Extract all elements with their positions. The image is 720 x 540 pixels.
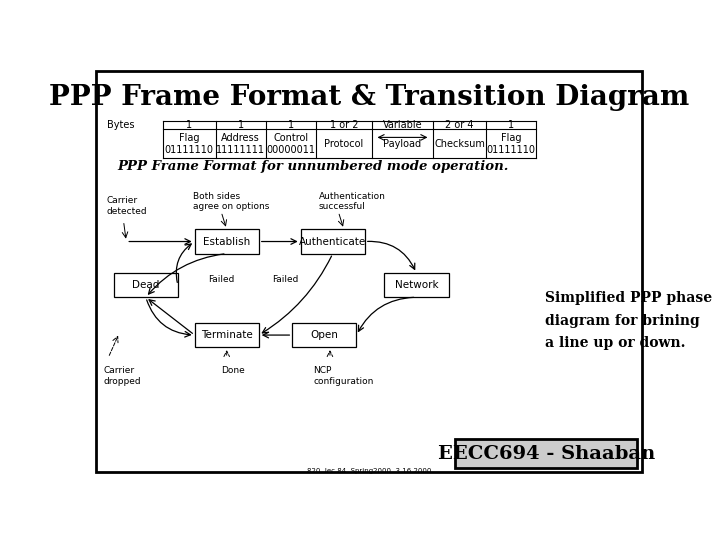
- Text: Flag
01111110: Flag 01111110: [487, 133, 536, 154]
- Text: Terminate: Terminate: [201, 330, 253, 340]
- Text: Done: Done: [221, 366, 245, 375]
- Text: Checksum: Checksum: [434, 139, 485, 149]
- Text: Payload: Payload: [384, 139, 421, 149]
- Text: 1: 1: [508, 120, 514, 130]
- Text: Establish: Establish: [203, 237, 251, 247]
- Text: Carrier
dropped: Carrier dropped: [104, 366, 142, 386]
- Text: Failed: Failed: [208, 275, 234, 285]
- Text: Control
00000011: Control 00000011: [266, 133, 315, 154]
- Text: Authentication
successful: Authentication successful: [319, 192, 386, 211]
- Text: 1: 1: [238, 120, 244, 130]
- Text: Both sides
agree on options: Both sides agree on options: [193, 192, 269, 211]
- Text: 1 or 2: 1 or 2: [330, 120, 358, 130]
- Text: 1: 1: [288, 120, 294, 130]
- Text: a line up or down.: a line up or down.: [545, 336, 685, 350]
- FancyBboxPatch shape: [194, 323, 258, 347]
- Text: Address
11111111: Address 11111111: [216, 133, 265, 154]
- Text: Dead: Dead: [132, 280, 160, 290]
- Text: Bytes: Bytes: [107, 120, 134, 130]
- Text: EECC694 - Shaaban: EECC694 - Shaaban: [438, 444, 655, 463]
- FancyBboxPatch shape: [96, 71, 642, 472]
- Text: Simplified PPP phase: Simplified PPP phase: [545, 291, 712, 305]
- Text: Carrier
detected: Carrier detected: [107, 197, 148, 216]
- Text: Protocol: Protocol: [324, 139, 364, 149]
- Text: Variable: Variable: [382, 120, 423, 130]
- FancyBboxPatch shape: [194, 230, 258, 254]
- Text: 2 or 4: 2 or 4: [446, 120, 474, 130]
- FancyBboxPatch shape: [384, 273, 449, 297]
- Text: Flag
01111110: Flag 01111110: [165, 133, 214, 154]
- Text: Open: Open: [310, 330, 338, 340]
- Text: diagram for brining: diagram for brining: [545, 314, 700, 328]
- Text: PPP Frame Format for unnumbered mode operation.: PPP Frame Format for unnumbered mode ope…: [117, 160, 509, 173]
- FancyBboxPatch shape: [114, 273, 178, 297]
- Text: Failed: Failed: [272, 275, 299, 285]
- FancyBboxPatch shape: [456, 439, 637, 468]
- Text: 1: 1: [186, 120, 192, 130]
- Text: Authenticate: Authenticate: [299, 237, 366, 247]
- Text: NCP
configuration: NCP configuration: [313, 366, 374, 386]
- Text: PPP Frame Format & Transition Diagram: PPP Frame Format & Transition Diagram: [49, 84, 689, 111]
- FancyBboxPatch shape: [301, 230, 365, 254]
- FancyBboxPatch shape: [292, 323, 356, 347]
- Text: 820  lec 84  Spring2000  3.16.2000: 820 lec 84 Spring2000 3.16.2000: [307, 469, 431, 475]
- Text: Network: Network: [395, 280, 438, 290]
